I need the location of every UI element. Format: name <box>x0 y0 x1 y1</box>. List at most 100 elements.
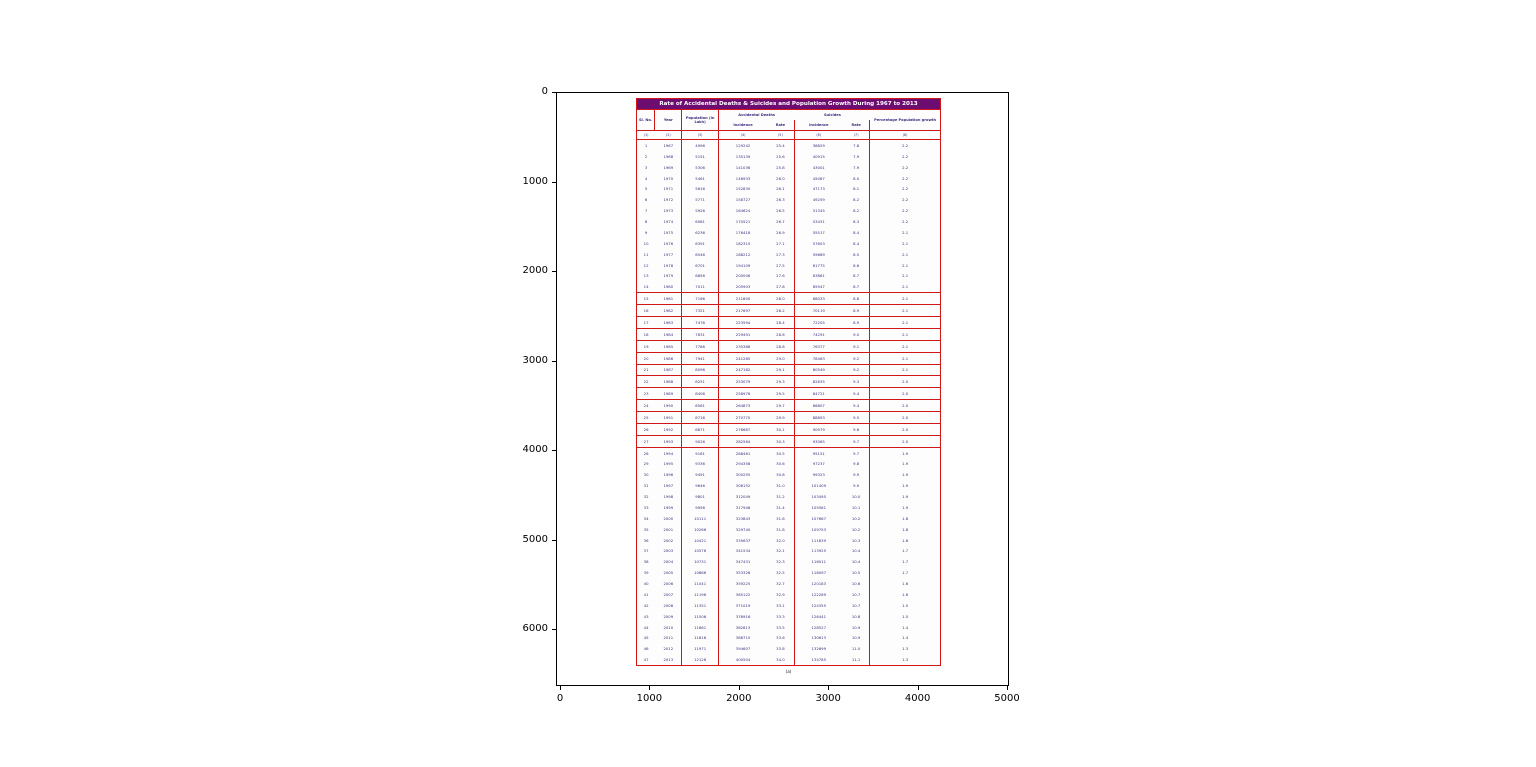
table-cell: 29.9 <box>767 412 795 423</box>
table-cell: 84721 <box>812 391 825 397</box>
table-row: 19 1985 7786 235388 28.8 76377 9.1 2.1 <box>637 339 940 352</box>
table-cell: 28.0 <box>767 293 795 305</box>
table-cell: 45087 <box>812 175 825 181</box>
table-cell: 33.1 <box>767 599 795 611</box>
table-cell: 229491 <box>735 331 751 337</box>
table-cell: 10.7 <box>843 599 871 611</box>
table-cell: 182315 <box>735 240 751 246</box>
table-row: 30 1996 9491 300255 30.8 99323 9.9 1.9 <box>637 469 940 481</box>
table-cell: 10.9 <box>843 632 871 644</box>
table-cell: 24 <box>643 403 649 409</box>
table-cell: 116011 <box>811 559 827 565</box>
table-cell: 32.0 <box>767 534 795 546</box>
table-cell: 5616 <box>682 183 719 195</box>
table-cell: 1.5 <box>902 613 909 619</box>
table-cell: 33 <box>643 504 649 510</box>
table-cell: 37 <box>643 548 649 554</box>
table-row: 47 2013 12126 400504 34.0 134785 11.1 1.3 <box>637 654 940 666</box>
table-cell: 7.9 <box>843 150 871 162</box>
table-row: 28 1994 9181 288461 30.5 95151 9.7 1.9 <box>637 447 940 459</box>
table-cell: 359225 <box>735 581 751 587</box>
table-cell: 10.0 <box>843 491 871 502</box>
table-row: 26 1992 8871 276667 30.1 90979 9.6 2.0 <box>637 422 940 435</box>
table-cell: 2.0 <box>902 426 909 432</box>
table-cell: 9026 <box>682 435 719 447</box>
table-cell: 25 <box>643 414 649 420</box>
table-cell: 158727 <box>735 197 751 203</box>
table-row: 43 2009 11506 376916 33.3 126441 10.8 1.5 <box>637 610 940 622</box>
table-cell: 2.1 <box>902 331 909 337</box>
table-cell: 46 <box>643 646 649 652</box>
table-cell: 176418 <box>735 229 751 235</box>
table-cell: 2004 <box>655 556 683 568</box>
table-cell: 247182 <box>735 367 751 373</box>
table-image: Rate of Accidental Deaths & Suicides and… <box>636 98 941 666</box>
table-cell: 2 <box>644 153 648 159</box>
table-cell: 38829 <box>812 142 825 148</box>
header-acc-incidence: Incidence <box>733 122 753 127</box>
table-cell: 27.6 <box>767 270 795 282</box>
table-cell: 253079 <box>735 379 751 385</box>
x-tick-label: 1000 <box>636 693 663 704</box>
table-cell: 14 <box>643 284 649 290</box>
table-cell: 3 <box>644 164 648 170</box>
table-cell: 45 <box>643 635 649 641</box>
table-cell: 317946 <box>735 504 751 510</box>
table-cell: 8.4 <box>843 227 871 238</box>
table-cell: 235388 <box>735 343 751 349</box>
table-cell: 1996 <box>655 469 683 481</box>
table-cell: 5926 <box>682 205 719 217</box>
table-cell: 65947 <box>812 284 825 290</box>
x-tick-mark <box>917 686 919 690</box>
table-cell: 82635 <box>812 379 825 385</box>
table-cell: 7.8 <box>843 140 871 151</box>
table-cell: 282564 <box>735 438 751 444</box>
table-cell: 217697 <box>735 308 751 314</box>
table-cell: 2.0 <box>902 414 909 420</box>
table-cell: 99323 <box>812 472 825 478</box>
table-cell: 1993 <box>655 435 683 447</box>
table-row: 40 2006 11041 359225 32.7 120183 10.6 1.6 <box>637 578 940 589</box>
table-cell: 8.3 <box>843 216 871 227</box>
table-cell: 31.0 <box>767 480 795 492</box>
x-tick-label: 4000 <box>904 693 931 704</box>
table-cell: 2.1 <box>902 229 909 235</box>
table-cell: 8251 <box>682 376 719 388</box>
header-sui-rate: Rate <box>843 120 871 130</box>
table-cell: 6236 <box>682 227 719 238</box>
table-cell: 2.1 <box>902 343 909 349</box>
table-cell: 371019 <box>735 602 751 608</box>
table-cell: 1.6 <box>902 581 909 587</box>
table-cell: 12126 <box>682 654 719 666</box>
table-cell: 28.8 <box>767 340 795 352</box>
table-row: 25 1991 8716 270770 29.9 88893 9.5 2.0 <box>637 411 940 423</box>
table-cell: 5461 <box>682 172 719 184</box>
header-sui-incidence: Incidence <box>809 122 829 127</box>
table-cell: 9.3 <box>843 376 871 388</box>
table-cell: 9491 <box>682 469 719 481</box>
table-cell: 2.1 <box>902 284 909 290</box>
table-cell: 2013 <box>655 654 683 666</box>
table-cell: 1.7 <box>902 559 909 565</box>
table-cell: 329740 <box>735 526 751 532</box>
table-cell: 41 <box>643 591 649 597</box>
table-cell: 70119 <box>812 308 825 314</box>
table-cell: 10.7 <box>843 589 871 600</box>
table-cell: 1975 <box>655 227 683 238</box>
table-cell: 365122 <box>735 591 751 597</box>
table-cell: 1980 <box>655 281 683 293</box>
table-cell: 1995 <box>655 458 683 470</box>
table-cell: 7011 <box>682 281 719 293</box>
table-cell: 200006 <box>735 273 751 279</box>
table-cell: 33.6 <box>767 632 795 644</box>
table-cell: 8096 <box>682 364 719 376</box>
table-row: 37 2003 10576 341534 32.1 113925 10.4 1.7 <box>637 545 940 557</box>
table-cell: 1967 <box>655 140 683 151</box>
table-cell: 12 <box>643 262 649 268</box>
table-cell: 103495 <box>811 494 827 500</box>
table-cell: 4996 <box>682 140 719 151</box>
table-row: 12 1978 6701 194109 27.5 61775 8.6 2.1 <box>637 259 940 271</box>
table-cell: 1971 <box>655 183 683 195</box>
table-cell: 1.7 <box>902 570 909 576</box>
table-cell: 2.1 <box>902 308 909 314</box>
